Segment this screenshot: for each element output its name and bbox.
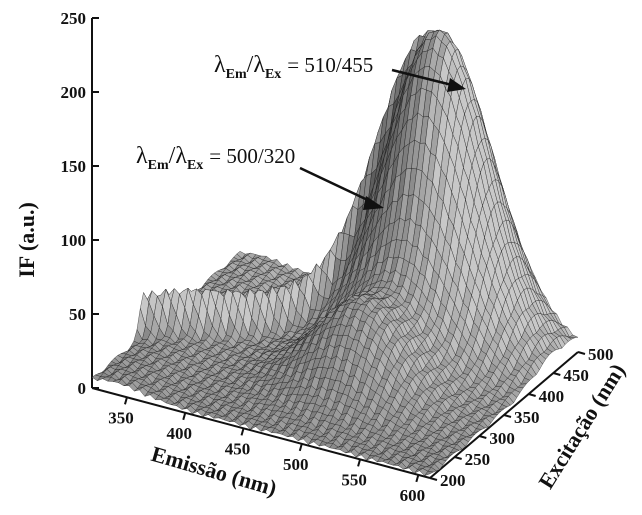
excitation-tick-mark — [528, 393, 536, 397]
excitation-tick-label: 450 — [563, 366, 589, 385]
annotation-peak-510-455: λEm/λEx = 510/455 — [214, 52, 466, 92]
svg-text:λEm/λEx= 500/320: λEm/λEx = 500/320 — [136, 143, 295, 173]
annotation-value: = 500/320 — [209, 144, 295, 168]
excitation-tick-label: 300 — [489, 429, 515, 448]
annotation-lambda: λ — [136, 143, 148, 169]
annotation-lambda: λ — [253, 52, 265, 78]
emission-axis-title: Emissão (nm) — [149, 441, 280, 501]
excitation-axis-ticks: 200 250 300 350 400 450 500 — [429, 345, 614, 490]
excitation-tick-label: 200 — [440, 471, 466, 490]
excitation-tick-mark — [577, 351, 586, 355]
z-tick-label: 50 — [69, 305, 86, 324]
excitation-tick-mark — [553, 372, 561, 376]
z-tick-label: 0 — [78, 379, 87, 398]
excitation-tick-mark — [429, 477, 438, 481]
emission-tick-mark — [357, 459, 362, 467]
emission-tick-mark — [415, 474, 420, 483]
z-axis-title: IF (a.u.) — [14, 202, 39, 278]
svg-text:λEm/λEx= 510/455: λEm/λEx = 510/455 — [214, 52, 373, 82]
annotation-arrow-head — [447, 78, 466, 92]
z-tick-label: 250 — [61, 9, 87, 28]
emission-axis-ticks: 350 400 450 500 550 600 — [108, 397, 425, 505]
z-tick-label: 100 — [61, 231, 87, 250]
emission-tick-mark — [124, 397, 128, 405]
fluorescence-surface-mesh — [91, 29, 579, 476]
excitation-tick-label: 400 — [539, 387, 565, 406]
emission-tick-label: 350 — [108, 408, 134, 427]
surface-cell — [424, 471, 434, 476]
excitation-tick-label: 500 — [588, 345, 614, 364]
annotation-arrow-line — [299, 166, 375, 205]
emission-tick-label: 550 — [341, 470, 367, 489]
annotation-sub-ex: Ex — [265, 67, 281, 82]
emission-tick-mark — [240, 428, 245, 436]
annotation-peak-500-320: λEm/λEx = 500/320 — [136, 143, 384, 210]
annotation-arrow-head — [363, 196, 384, 210]
annotation-lambda: λ — [175, 143, 187, 169]
annotation-lambda: λ — [214, 52, 226, 78]
annotation-sub-em: Em — [148, 158, 169, 173]
excitation-tick-mark — [479, 435, 487, 439]
z-axis-ticks: 0 50 100 150 200 250 — [61, 9, 99, 398]
z-tick-label: 200 — [61, 83, 87, 102]
emission-tick-label: 600 — [400, 486, 426, 505]
annotation-sub-em: Em — [226, 67, 247, 82]
annotation-arrow-line — [391, 68, 457, 88]
emission-tick-mark — [182, 412, 187, 421]
z-tick-label: 150 — [61, 157, 87, 176]
annotation-slash: / — [169, 143, 176, 169]
annotation-value: = 510/455 — [287, 53, 373, 77]
emission-axis-line — [91, 387, 431, 479]
annotation-slash: / — [247, 52, 254, 78]
emission-tick-label: 450 — [225, 439, 251, 458]
annotation-sub-ex: Ex — [187, 158, 203, 173]
excitation-tick-label: 350 — [514, 408, 540, 427]
emission-tick-mark — [298, 443, 303, 452]
emission-tick-label: 500 — [283, 455, 309, 474]
excitation-tick-label: 250 — [465, 450, 491, 469]
excitation-tick-mark — [503, 414, 512, 418]
emission-tick-label: 400 — [166, 424, 192, 443]
excitation-tick-mark — [454, 456, 462, 460]
